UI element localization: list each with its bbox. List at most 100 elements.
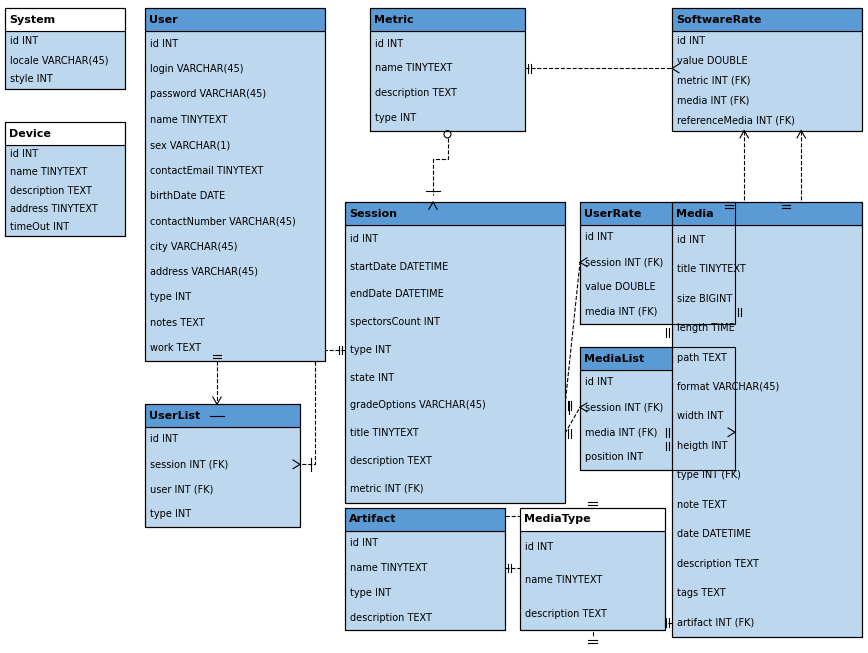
- Bar: [5, 122, 125, 236]
- Text: id INT: id INT: [585, 377, 613, 387]
- Text: Session: Session: [349, 208, 397, 219]
- Text: birthDate DATE: birthDate DATE: [150, 191, 225, 201]
- Text: gradeOptions VARCHAR(45): gradeOptions VARCHAR(45): [350, 400, 486, 411]
- Text: type INT (FK): type INT (FK): [677, 470, 741, 481]
- Text: description TEXT: description TEXT: [350, 456, 432, 466]
- Bar: [672, 202, 862, 637]
- Text: value DOUBLE: value DOUBLE: [677, 56, 747, 66]
- Text: length TIME: length TIME: [677, 323, 734, 333]
- Text: Metric: Metric: [374, 15, 414, 25]
- Text: sex VARCHAR(1): sex VARCHAR(1): [150, 140, 230, 150]
- Text: session INT (FK): session INT (FK): [150, 459, 228, 470]
- Text: description TEXT: description TEXT: [677, 559, 759, 569]
- Bar: [5, 31, 125, 89]
- Text: name TINYTEXT: name TINYTEXT: [10, 167, 88, 178]
- Text: SoftwareRate: SoftwareRate: [676, 15, 761, 25]
- Text: value DOUBLE: value DOUBLE: [585, 282, 655, 292]
- Text: contactNumber VARCHAR(45): contactNumber VARCHAR(45): [150, 216, 296, 226]
- Bar: [580, 202, 735, 225]
- Text: address VARCHAR(45): address VARCHAR(45): [150, 267, 258, 277]
- Text: id INT: id INT: [350, 234, 378, 244]
- Bar: [145, 8, 325, 31]
- Text: metric INT (FK): metric INT (FK): [677, 76, 751, 86]
- Bar: [672, 202, 862, 225]
- Text: id INT: id INT: [677, 234, 705, 245]
- Text: media INT (FK): media INT (FK): [677, 96, 749, 106]
- Bar: [580, 202, 735, 325]
- Text: date DATETIME: date DATETIME: [677, 530, 751, 539]
- Text: size BIGINT: size BIGINT: [677, 294, 733, 304]
- Text: path TEXT: path TEXT: [677, 353, 727, 362]
- Bar: [145, 8, 325, 360]
- Text: name TINYTEXT: name TINYTEXT: [350, 563, 427, 573]
- Text: startDate DATETIME: startDate DATETIME: [350, 262, 448, 272]
- Text: id INT: id INT: [585, 232, 613, 242]
- Bar: [580, 347, 735, 470]
- Bar: [580, 347, 735, 370]
- Text: title TINYTEXT: title TINYTEXT: [677, 264, 746, 274]
- Text: description TEXT: description TEXT: [10, 185, 92, 196]
- Text: work TEXT: work TEXT: [150, 343, 201, 353]
- Bar: [520, 531, 665, 630]
- Text: name TINYTEXT: name TINYTEXT: [525, 575, 602, 586]
- Bar: [5, 8, 125, 89]
- Text: System: System: [9, 15, 56, 25]
- Text: contactEmail TINYTEXT: contactEmail TINYTEXT: [150, 166, 263, 176]
- Text: position INT: position INT: [585, 452, 643, 462]
- Bar: [145, 31, 325, 360]
- Text: id INT: id INT: [677, 36, 705, 46]
- Text: endDate DATETIME: endDate DATETIME: [350, 289, 444, 299]
- Text: type INT: type INT: [350, 345, 391, 355]
- Text: password VARCHAR(45): password VARCHAR(45): [150, 89, 266, 99]
- Bar: [345, 508, 505, 630]
- Bar: [520, 508, 665, 630]
- Text: type INT: type INT: [375, 113, 416, 123]
- Text: login VARCHAR(45): login VARCHAR(45): [150, 64, 244, 74]
- Bar: [370, 8, 525, 131]
- Bar: [580, 225, 735, 325]
- Bar: [345, 202, 565, 503]
- Text: timeOut INT: timeOut INT: [10, 222, 69, 232]
- Text: type INT: type INT: [350, 588, 391, 598]
- Bar: [145, 404, 300, 427]
- Text: address TINYTEXT: address TINYTEXT: [10, 204, 98, 214]
- Text: media INT (FK): media INT (FK): [585, 307, 657, 317]
- Text: name TINYTEXT: name TINYTEXT: [150, 115, 227, 125]
- Text: id INT: id INT: [375, 39, 403, 48]
- Text: Artifact: Artifact: [349, 515, 397, 524]
- Text: style INT: style INT: [10, 74, 53, 84]
- Text: title TINYTEXT: title TINYTEXT: [350, 428, 418, 438]
- Bar: [370, 8, 525, 31]
- Bar: [672, 225, 862, 637]
- Text: User: User: [149, 15, 178, 25]
- Text: session INT (FK): session INT (FK): [585, 257, 663, 267]
- Text: artifact INT (FK): artifact INT (FK): [677, 618, 754, 628]
- Text: referenceMedia INT (FK): referenceMedia INT (FK): [677, 116, 795, 125]
- Text: id INT: id INT: [10, 36, 38, 46]
- Bar: [672, 31, 862, 131]
- Text: description TEXT: description TEXT: [525, 609, 607, 618]
- Text: state INT: state INT: [350, 373, 394, 383]
- Text: city VARCHAR(45): city VARCHAR(45): [150, 242, 238, 251]
- Text: MediaList: MediaList: [584, 354, 644, 364]
- Text: MediaType: MediaType: [524, 515, 590, 524]
- Bar: [580, 370, 735, 470]
- Text: format VARCHAR(45): format VARCHAR(45): [677, 382, 779, 392]
- Text: type INT: type INT: [150, 509, 191, 519]
- Text: id INT: id INT: [10, 150, 38, 159]
- Text: Media: Media: [676, 208, 713, 219]
- Text: type INT: type INT: [150, 293, 191, 302]
- Text: note TEXT: note TEXT: [677, 500, 727, 510]
- Bar: [672, 8, 862, 31]
- Text: description TEXT: description TEXT: [350, 613, 432, 623]
- Text: user INT (FK): user INT (FK): [150, 485, 214, 494]
- Bar: [345, 508, 505, 531]
- Text: UserList: UserList: [149, 411, 201, 421]
- Text: description TEXT: description TEXT: [375, 88, 457, 99]
- Text: notes TEXT: notes TEXT: [150, 317, 205, 328]
- Text: spectorsCount INT: spectorsCount INT: [350, 317, 440, 327]
- Text: media INT (FK): media INT (FK): [585, 427, 657, 438]
- Text: UserRate: UserRate: [584, 208, 641, 219]
- Bar: [5, 145, 125, 236]
- Text: Device: Device: [9, 129, 51, 138]
